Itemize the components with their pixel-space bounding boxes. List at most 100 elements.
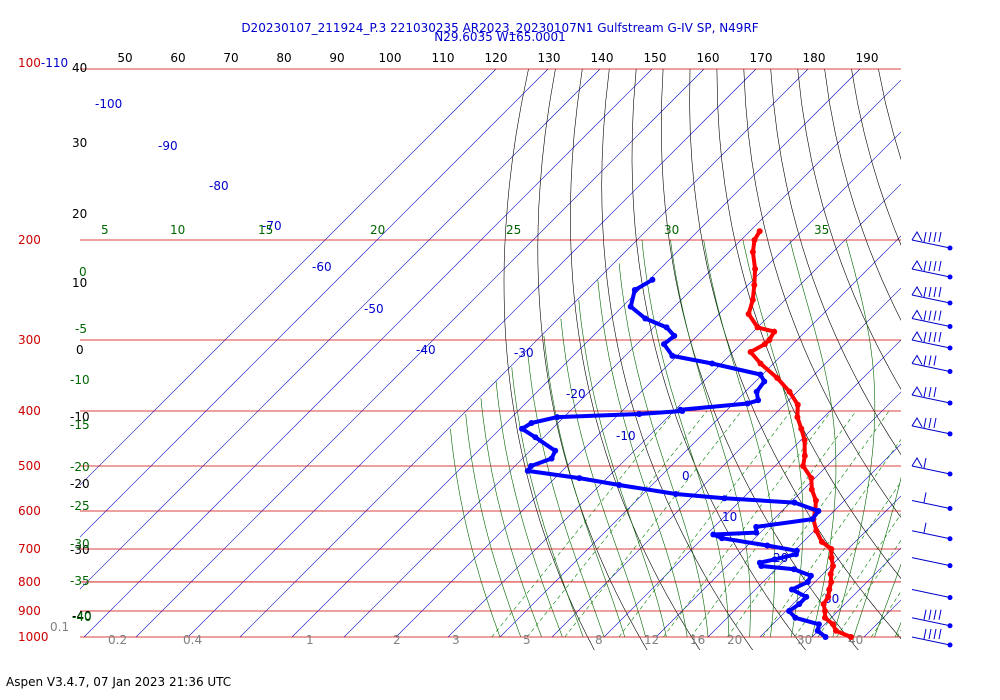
dewpoint-point (814, 627, 821, 634)
dry-adiabat-line (878, 69, 901, 161)
temperature-point (808, 486, 815, 493)
dewpoint-point (804, 579, 811, 585)
dewpoint-point (642, 315, 649, 322)
left-green-label: -20 (70, 460, 90, 474)
wind-barb (911, 628, 953, 648)
dewpoint-point (721, 495, 728, 502)
top-tick-label: 190 (856, 51, 879, 65)
isotherm-line (80, 69, 549, 538)
temperature-point (830, 621, 836, 628)
moist-adiabat-line (916, 240, 1000, 637)
dry-adiabat-line (797, 69, 901, 390)
dewpoint-point (744, 400, 751, 407)
dewpoint-point (524, 467, 531, 474)
temperature-point (828, 546, 835, 552)
dewpoint-point (616, 482, 623, 488)
dewpoint-point (815, 508, 822, 514)
chart-subtitle: N29.6035 W165.0001 (434, 30, 566, 44)
chart-title: D20230107_211924_P.3 221030235 AR2023_20… (241, 21, 759, 35)
dewpoint-point (548, 455, 555, 462)
footer-text: Aspen V3.4.7, 07 Jan 2023 21:36 UTC (6, 675, 232, 689)
wind-barb (911, 492, 953, 511)
moist-adiabat-label: 10 (170, 223, 185, 237)
dewpoint-point (661, 341, 667, 348)
dewpoint-point (672, 491, 679, 497)
temperature-point (751, 237, 758, 243)
moist-adiabat-line (832, 239, 876, 638)
wind-barbs (911, 231, 953, 648)
temperature-point (828, 554, 835, 561)
isotherm-line (83, 69, 653, 638)
top-tick-label: 70 (223, 51, 238, 65)
isotherm-label: -20 (566, 387, 586, 401)
dewpoint-point (663, 324, 670, 331)
temperature-point (771, 328, 778, 335)
dry-adiabat-line (537, 69, 648, 650)
temperature-point (822, 608, 828, 614)
dewpoint-point (669, 352, 676, 359)
dewpoint-point (809, 516, 816, 523)
isobars (80, 68, 901, 638)
mixing-ratio-line (817, 513, 901, 638)
top-tick-label: 170 (750, 51, 773, 65)
isotherm-line (80, 69, 497, 486)
height-label: -30 (70, 543, 90, 557)
top-tick-label: 100 (379, 51, 402, 65)
isotherm-label: -10 (616, 429, 636, 443)
left-green-label: -35 (70, 574, 90, 588)
dewpoint-point (554, 414, 561, 421)
isotherm-line (655, 391, 901, 638)
temperature-point (749, 249, 756, 255)
isotherm-line (291, 69, 861, 638)
mixing-ratio-line (836, 539, 901, 638)
isotherm-label: 0 (682, 469, 690, 483)
temperature-point (825, 593, 832, 600)
moist-adiabat-label: 5 (101, 223, 109, 237)
moist-adiabat-line (578, 299, 667, 638)
moist-adiabat-label: 35 (814, 223, 829, 237)
mixing-ratio-line (491, 410, 675, 638)
height-label: -20 (70, 477, 90, 491)
dry-adiabat-line (503, 69, 595, 650)
mixing-ratio-line (618, 410, 792, 638)
dewpoint-point (528, 420, 535, 426)
dewpoint-point (532, 434, 539, 441)
isotherm-line (395, 131, 901, 638)
mixing-ratio-line (896, 629, 901, 638)
dewpoint-point (677, 406, 684, 413)
wind-barb (911, 416, 953, 437)
wind-barb (911, 557, 953, 569)
dewpoint-point (756, 559, 763, 566)
mixing-ratio-label: 0.2 (108, 633, 127, 647)
mixing-ratio-line (526, 410, 708, 638)
isotherm-line (968, 69, 1000, 637)
dry-adiabat-line (770, 69, 901, 456)
moist-adiabat-line (543, 335, 626, 638)
moist-adiabat-label: 15 (258, 223, 273, 237)
left-green-label: -15 (70, 418, 90, 432)
dry-adiabat-line (851, 69, 901, 246)
mixing-ratio-label: 12 (644, 633, 659, 647)
mixing-ratio-label: 16 (690, 633, 705, 647)
temperature-point (749, 296, 756, 303)
moist-adiabat-label: 25 (506, 223, 521, 237)
temperature-point (818, 538, 825, 545)
pressure-label: 800 (18, 575, 41, 589)
pressure-label: 100-110 (18, 56, 68, 70)
temperature-point (766, 337, 773, 343)
wind-barb (911, 457, 953, 477)
wind-barb (911, 589, 953, 601)
left-green-label: -40 (72, 610, 92, 624)
dewpoint-point (792, 614, 799, 621)
dewpoint-point (649, 276, 656, 283)
left-green-label: -5 (75, 322, 87, 336)
dry-adiabat-line (601, 69, 754, 650)
pressure-label: 700 (18, 542, 41, 556)
mixing-ratio-label: 0.4 (183, 633, 202, 647)
isotherm-line (343, 79, 901, 638)
dewpoint-point (719, 535, 725, 542)
dewpoint-point (761, 378, 768, 385)
top-tick-label: 110 (432, 51, 455, 65)
dewpoint-point (793, 547, 800, 554)
